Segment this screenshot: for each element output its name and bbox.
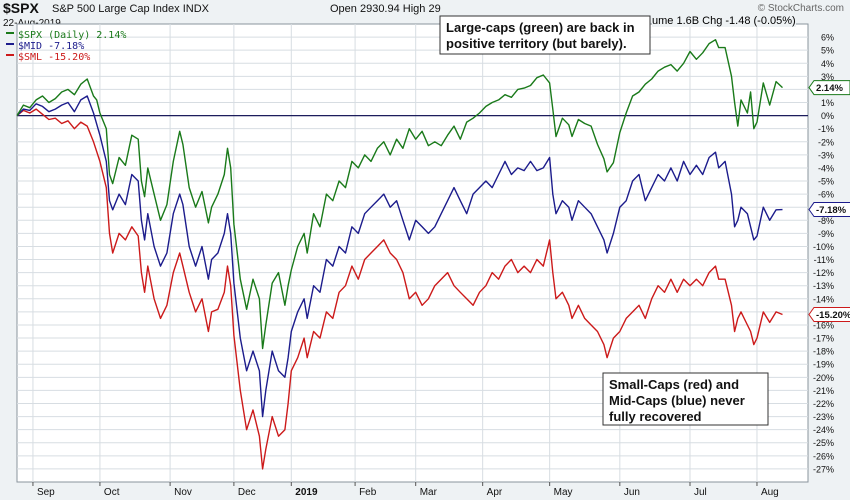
y-tick-label: -8% — [818, 216, 834, 226]
y-tick-label: -23% — [813, 412, 834, 422]
y-tick-label: -27% — [813, 464, 834, 474]
y-tick-label: -6% — [818, 190, 834, 200]
last-value-label-sml: -15.20% — [816, 310, 850, 321]
legend-label-mid: $MID -7.18% — [18, 41, 84, 52]
x-tick-label: 2019 — [295, 487, 318, 498]
y-tick-label: -3% — [818, 150, 834, 160]
y-tick-label: -21% — [813, 386, 834, 396]
x-tick-label: Feb — [359, 487, 377, 498]
y-tick-label: -25% — [813, 438, 834, 448]
x-tick-label: Mar — [420, 487, 438, 498]
x-tick-label: May — [554, 487, 573, 498]
y-tick-label: 6% — [821, 33, 834, 43]
y-tick-label: -11% — [814, 255, 834, 265]
small-mid-annotation-line: fully recovered — [609, 409, 702, 424]
y-tick-label: 0% — [821, 111, 834, 121]
x-tick-label: Dec — [238, 487, 256, 498]
y-tick-label: -14% — [813, 294, 834, 304]
y-tick-label: -5% — [818, 177, 834, 187]
last-value-label-spx: 2.14% — [816, 83, 843, 94]
legend-label-spx: $SPX (Daily) 2.14% — [18, 30, 126, 41]
y-tick-label: -24% — [813, 425, 834, 435]
large-caps-annotation-line: positive territory (but barely). — [446, 36, 627, 51]
x-tick-label: Oct — [104, 487, 120, 498]
legend-swatch-sml — [6, 54, 14, 56]
y-tick-label: 4% — [821, 59, 834, 69]
y-tick-label: -12% — [813, 268, 834, 278]
small-mid-annotation-line: Small-Caps (red) and — [609, 377, 739, 392]
x-tick-label: Nov — [174, 487, 192, 498]
legend-label-sml: $SML -15.20% — [18, 52, 90, 63]
y-tick-label: -13% — [813, 281, 834, 291]
y-tick-label: -17% — [813, 334, 834, 344]
price-stats-tail: ume 1.6B Chg -1.48 (-0.05%) — [652, 15, 796, 27]
y-tick-label: -26% — [813, 451, 834, 461]
y-tick-label: -20% — [813, 373, 834, 383]
y-tick-label: -9% — [818, 229, 834, 239]
x-tick-label: Jun — [624, 487, 640, 498]
large-caps-annotation-line: Large-caps (green) are back in — [446, 20, 635, 35]
x-tick-label: Aug — [761, 487, 779, 498]
x-tick-label: Jul — [694, 487, 707, 498]
legend-swatch-spx — [6, 32, 14, 34]
x-tick-label: Sep — [37, 487, 55, 498]
y-tick-label: 1% — [821, 98, 834, 108]
y-tick-label: -1% — [818, 124, 834, 134]
y-tick-label: -2% — [818, 137, 834, 147]
y-tick-label: -22% — [813, 399, 834, 409]
legend-swatch-mid — [6, 43, 14, 45]
y-tick-label: -4% — [818, 163, 834, 173]
y-tick-label: -10% — [813, 242, 834, 252]
last-value-label-mid: -7.18% — [816, 205, 847, 216]
small-mid-annotation-line: Mid-Caps (blue) never — [609, 393, 745, 408]
x-tick-label: Apr — [487, 487, 503, 498]
y-tick-label: -19% — [813, 360, 834, 370]
y-tick-label: -18% — [813, 347, 834, 357]
y-tick-label: 5% — [821, 46, 834, 56]
